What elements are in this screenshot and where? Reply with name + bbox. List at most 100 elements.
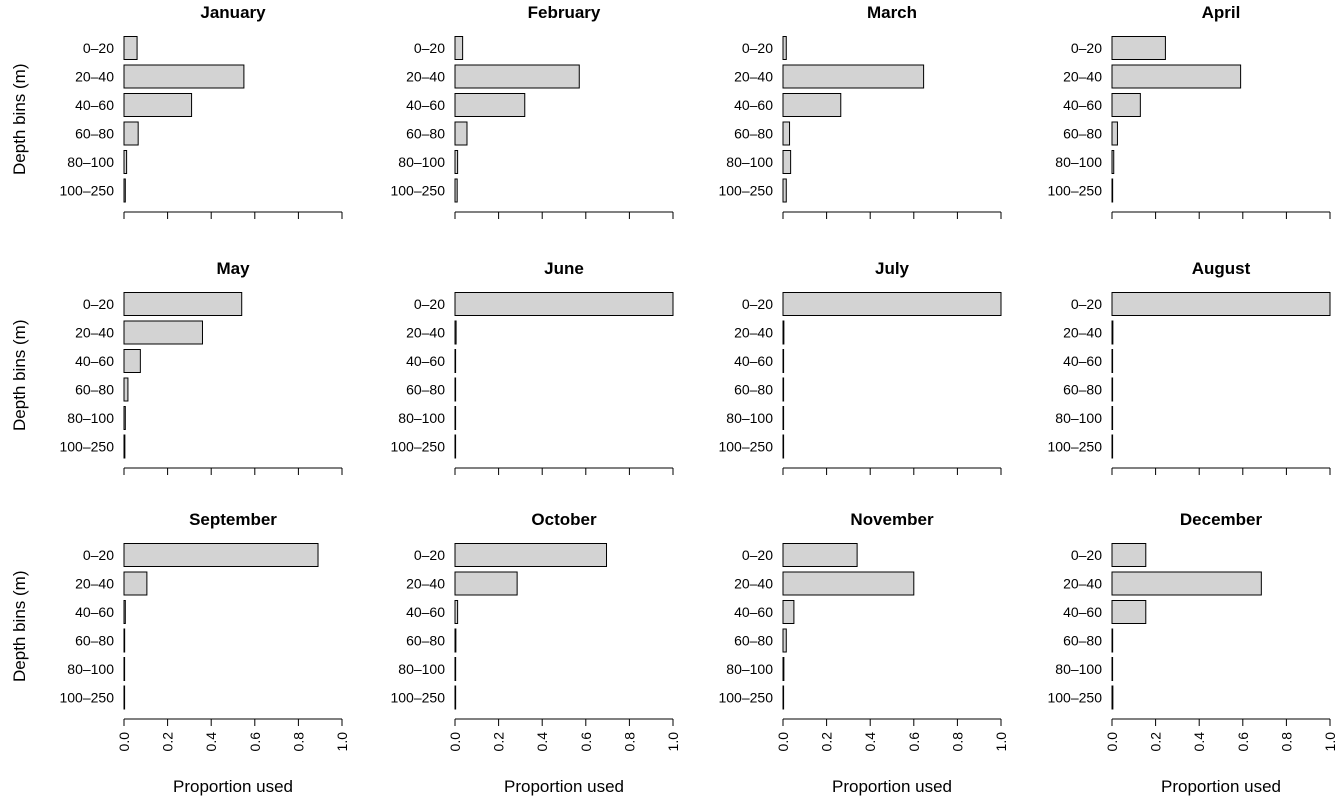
category-label-august-1: 20–40 [1063, 325, 1102, 341]
category-label-may-3: 60–80 [75, 382, 114, 398]
category-label-november-4: 80–100 [726, 661, 773, 677]
bar-january-5 [123, 178, 126, 203]
category-label-march-4: 80–100 [726, 154, 773, 170]
panel-title-december: December [1180, 510, 1263, 529]
category-label-january-3: 60–80 [75, 126, 114, 142]
bar-november-5 [782, 685, 785, 710]
y-axis-title-row-2: Depth bins (m) [10, 320, 29, 431]
x-tick-label-october-1: 0.2 [491, 732, 507, 752]
category-label-november-5: 100–250 [718, 690, 773, 706]
x-tick-label-november-3: 0.6 [906, 732, 922, 752]
bar-april-4 [1111, 150, 1115, 174]
panel-title-june: June [544, 259, 584, 278]
bar-september-1 [123, 571, 148, 596]
category-label-april-0: 0–20 [1071, 40, 1102, 56]
category-label-february-3: 60–80 [406, 126, 445, 142]
bar-november-4 [782, 657, 785, 681]
category-label-november-0: 0–20 [742, 547, 773, 563]
category-label-june-5: 100–250 [390, 439, 445, 455]
bar-april-5 [1111, 178, 1114, 203]
panel-title-october: October [531, 510, 597, 529]
bar-february-0 [454, 36, 464, 60]
category-label-june-0: 0–20 [414, 296, 445, 312]
panel-title-september: September [189, 510, 277, 529]
bar-november-1 [782, 571, 915, 596]
bar-october-4 [454, 657, 457, 681]
category-label-july-0: 0–20 [742, 296, 773, 312]
bar-september-3 [123, 628, 126, 653]
x-axis-title-september: Proportion used [173, 777, 293, 796]
category-label-november-2: 40–60 [734, 604, 773, 620]
bar-june-2 [454, 349, 457, 373]
category-label-march-5: 100–250 [718, 183, 773, 199]
panel-title-march: March [867, 3, 917, 22]
panel-title-november: November [850, 510, 934, 529]
category-label-february-5: 100–250 [390, 183, 445, 199]
category-label-may-0: 0–20 [83, 296, 114, 312]
x-tick-label-september-2: 0.4 [203, 732, 219, 752]
bar-february-5 [454, 178, 458, 203]
category-label-november-1: 20–40 [734, 576, 773, 592]
bar-january-0 [123, 36, 138, 60]
x-tick-label-november-4: 0.8 [949, 732, 965, 752]
category-label-october-5: 100–250 [390, 690, 445, 706]
bar-december-5 [1111, 685, 1114, 710]
category-label-december-4: 80–100 [1055, 661, 1102, 677]
category-label-december-2: 40–60 [1063, 604, 1102, 620]
bar-july-1 [782, 320, 785, 345]
x-tick-label-november-2: 0.4 [862, 732, 878, 752]
x-tick-label-december-2: 0.4 [1191, 732, 1207, 752]
x-tick-label-september-0: 0.0 [116, 732, 132, 752]
y-axis-title-row-1: Depth bins (m) [10, 64, 29, 175]
category-label-january-1: 20–40 [75, 69, 114, 85]
bar-february-1 [454, 64, 580, 89]
panel-title-february: February [528, 3, 601, 22]
bar-august-4 [1111, 406, 1114, 430]
bar-april-2 [1111, 93, 1141, 117]
panel-title-may: May [216, 259, 250, 278]
x-axis-title-december: Proportion used [1161, 777, 1281, 796]
category-label-october-4: 80–100 [398, 661, 445, 677]
category-label-february-1: 20–40 [406, 69, 445, 85]
bar-september-5 [123, 685, 126, 710]
bar-july-2 [782, 349, 785, 373]
category-label-may-1: 20–40 [75, 325, 114, 341]
category-label-may-2: 40–60 [75, 353, 114, 369]
bar-august-5 [1111, 434, 1114, 459]
bar-december-1 [1111, 571, 1262, 596]
bar-december-3 [1111, 628, 1114, 653]
category-label-july-1: 20–40 [734, 325, 773, 341]
bar-july-3 [782, 377, 785, 402]
bar-december-4 [1111, 657, 1114, 681]
bar-january-2 [123, 93, 193, 117]
category-label-september-4: 80–100 [67, 661, 114, 677]
y-axis-title-row-3: Depth bins (m) [10, 571, 29, 682]
category-label-march-0: 0–20 [742, 40, 773, 56]
category-label-september-2: 40–60 [75, 604, 114, 620]
bar-august-3 [1111, 377, 1114, 402]
bar-january-4 [123, 150, 128, 174]
category-label-september-3: 60–80 [75, 633, 114, 649]
bar-october-0 [454, 543, 608, 567]
bar-august-0 [1111, 292, 1331, 316]
bar-march-1 [782, 64, 925, 89]
category-label-october-2: 40–60 [406, 604, 445, 620]
bar-march-3 [782, 121, 791, 146]
x-tick-label-october-0: 0.0 [447, 732, 463, 752]
x-tick-label-september-3: 0.6 [247, 732, 263, 752]
x-tick-label-october-2: 0.4 [534, 732, 550, 752]
x-tick-label-october-3: 0.6 [578, 732, 594, 752]
category-label-august-4: 80–100 [1055, 410, 1102, 426]
bar-july-0 [782, 292, 1002, 316]
category-label-august-0: 0–20 [1071, 296, 1102, 312]
category-label-april-1: 20–40 [1063, 69, 1102, 85]
bar-march-0 [782, 36, 787, 60]
bar-april-3 [1111, 121, 1118, 146]
bar-june-5 [454, 434, 457, 459]
bar-march-5 [782, 178, 787, 203]
category-label-february-2: 40–60 [406, 97, 445, 113]
bar-october-2 [454, 600, 459, 624]
bar-december-2 [1111, 600, 1147, 624]
bar-may-1 [123, 320, 203, 345]
bar-may-4 [123, 406, 126, 430]
